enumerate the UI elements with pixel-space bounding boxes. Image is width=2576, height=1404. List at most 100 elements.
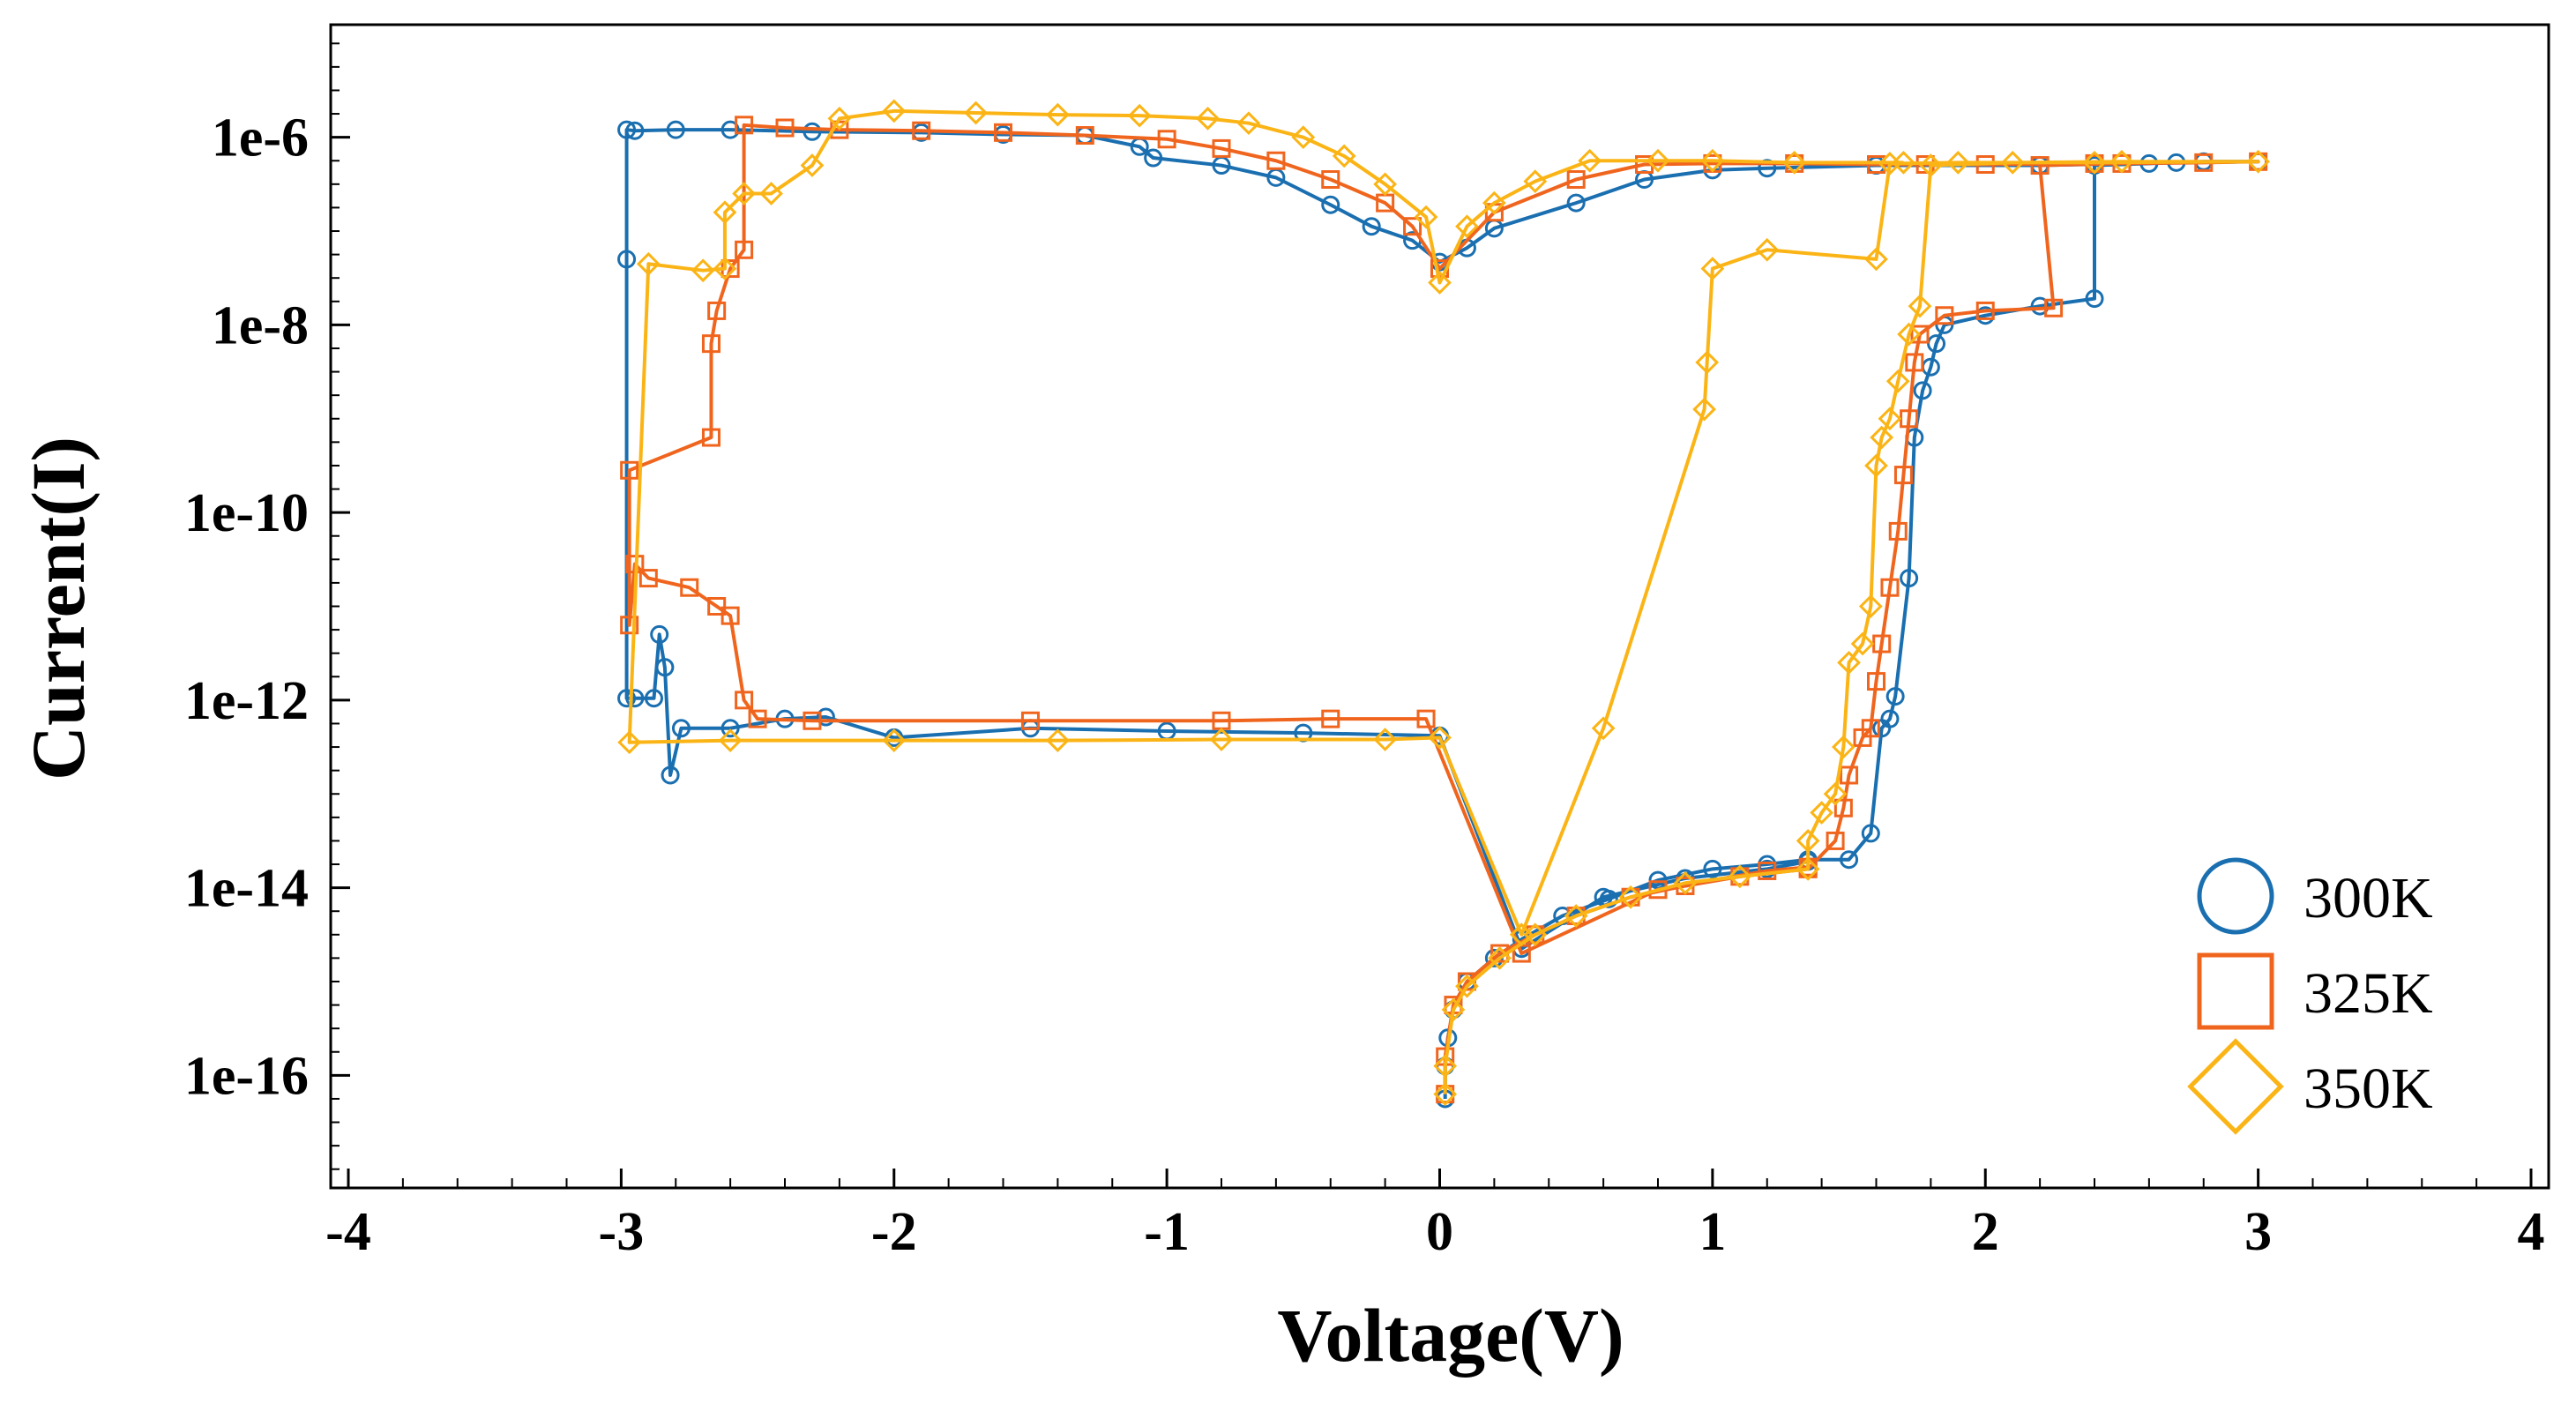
- data-point-350K: [1488, 946, 1512, 970]
- data-point-300K: [1144, 148, 1163, 168]
- data-point-325K: [1020, 711, 1040, 730]
- data-point-350K: [713, 257, 737, 280]
- data-point-300K: [816, 707, 835, 727]
- data-point-350K: [2000, 150, 2025, 175]
- data-point-300K: [671, 719, 691, 738]
- data-point-350K: [1196, 106, 1220, 131]
- data-point-350K: [1578, 148, 1602, 173]
- data-point-325K: [1840, 765, 1859, 785]
- legend: 300K 325K 350K: [2187, 857, 2433, 1135]
- data-point-350K: [718, 728, 743, 752]
- data-point-350K: [1897, 322, 1921, 347]
- data-point-350K: [1700, 257, 1725, 280]
- data-point-350K: [1455, 214, 1479, 239]
- data-point-350K: [1782, 150, 1807, 175]
- data-point-325K: [2044, 298, 2064, 317]
- data-point-350K: [1892, 150, 1915, 175]
- data-point-350K: [1332, 144, 1356, 168]
- x-axis: -4 -3 -2 -1 0 1 2 3 4: [325, 1169, 2545, 1262]
- data-point-350K: [1441, 997, 1466, 1022]
- data-point-350K: [1878, 407, 1902, 431]
- data-point-350K: [1823, 781, 1848, 806]
- data-point-325K: [775, 118, 795, 138]
- y-tick-label: 1e-10: [184, 483, 309, 543]
- data-point-350K: [1428, 726, 1452, 750]
- y-axis-title: Current(I): [16, 437, 101, 780]
- data-point-325K: [1321, 170, 1340, 190]
- data-point-325K: [1935, 306, 1954, 325]
- y-tick-label: 1e-6: [212, 108, 309, 168]
- data-point-300K: [617, 250, 637, 269]
- series-line-300K: [624, 128, 2260, 1099]
- data-point-350K: [1646, 148, 1670, 173]
- data-point-325K: [1566, 907, 1586, 926]
- y-tick-label: 1e-8: [212, 295, 309, 355]
- data-point-300K: [803, 122, 822, 141]
- data-point-350K: [1373, 728, 1397, 751]
- data-point-325K: [1888, 521, 1908, 541]
- data-point-350K: [1046, 102, 1070, 127]
- data-point-350K: [1433, 1082, 1458, 1107]
- data-point-325K: [1403, 217, 1422, 236]
- x-tick-label: -4: [325, 1202, 371, 1262]
- legend-label: 325K: [2303, 961, 2433, 1026]
- series-325K: [620, 116, 2268, 1104]
- data-point-350K: [1945, 150, 1970, 175]
- data-point-325K: [1416, 709, 1436, 728]
- data-point-350K: [636, 251, 661, 276]
- data-point-350K: [1433, 1054, 1458, 1079]
- legend-marker: [2187, 1038, 2284, 1135]
- data-point-325K: [2030, 156, 2050, 176]
- data-point-350K: [1509, 922, 1534, 947]
- data-point-350K: [2246, 149, 2270, 174]
- data-point-350K: [1564, 904, 1588, 928]
- data-point-350K: [1908, 294, 1932, 318]
- data-point-325K: [1867, 154, 1885, 174]
- data-point-325K: [735, 240, 754, 259]
- data-point-350K: [1428, 271, 1452, 295]
- y-axis: 1e-16 1e-14 1e-12 1e-10 1e-8 1e-6: [184, 42, 350, 1170]
- y-tick-label: 1e-12: [184, 671, 309, 731]
- data-point-325K: [1833, 798, 1853, 818]
- x-tick-label: 0: [1426, 1202, 1453, 1262]
- y-tick-label: 1e-16: [184, 1046, 309, 1106]
- data-point-325K: [1861, 719, 1880, 738]
- data-point-300K: [1861, 824, 1880, 843]
- data-point-350K: [1796, 829, 1820, 853]
- data-point-300K: [1566, 193, 1586, 213]
- data-point-300K: [661, 765, 680, 785]
- data-point-300K: [1840, 850, 1859, 870]
- data-point-300K: [625, 689, 645, 708]
- data-point-350K: [617, 730, 642, 755]
- data-point-325K: [620, 460, 639, 480]
- data-point-300K: [666, 120, 685, 139]
- data-point-325K: [1566, 170, 1586, 190]
- data-point-350K: [1870, 425, 1894, 450]
- data-point-350K: [882, 99, 907, 123]
- plot-frame: [329, 23, 2550, 1190]
- series-300K: [617, 120, 2268, 1109]
- data-point-325K: [1880, 578, 1900, 597]
- data-point-350K: [1591, 716, 1616, 741]
- legend-item-325K: 325K: [2197, 952, 2433, 1030]
- x-tick-label: -2: [871, 1202, 917, 1262]
- x-tick-label: 2: [1972, 1202, 1999, 1262]
- data-point-300K: [625, 121, 645, 140]
- data-point-350K: [2109, 149, 2134, 174]
- data-point-325K: [1893, 466, 1913, 485]
- data-point-300K: [721, 719, 740, 738]
- data-point-300K: [1927, 334, 1946, 354]
- data-point-325K: [803, 711, 822, 730]
- data-point-350K: [1755, 237, 1780, 262]
- data-point-325K: [1212, 138, 1231, 158]
- data-point-350K: [1810, 801, 1833, 825]
- data-point-350K: [1046, 728, 1070, 752]
- data-point-325K: [1867, 672, 1885, 691]
- data-point-325K: [994, 123, 1012, 142]
- legend-label: 350K: [2303, 1057, 2433, 1121]
- data-point-325K: [912, 121, 931, 140]
- data-point-300K: [721, 120, 740, 139]
- data-point-350K: [1850, 631, 1875, 656]
- data-point-350K: [1919, 153, 1943, 177]
- legend-item-300K: 300K: [2197, 857, 2433, 935]
